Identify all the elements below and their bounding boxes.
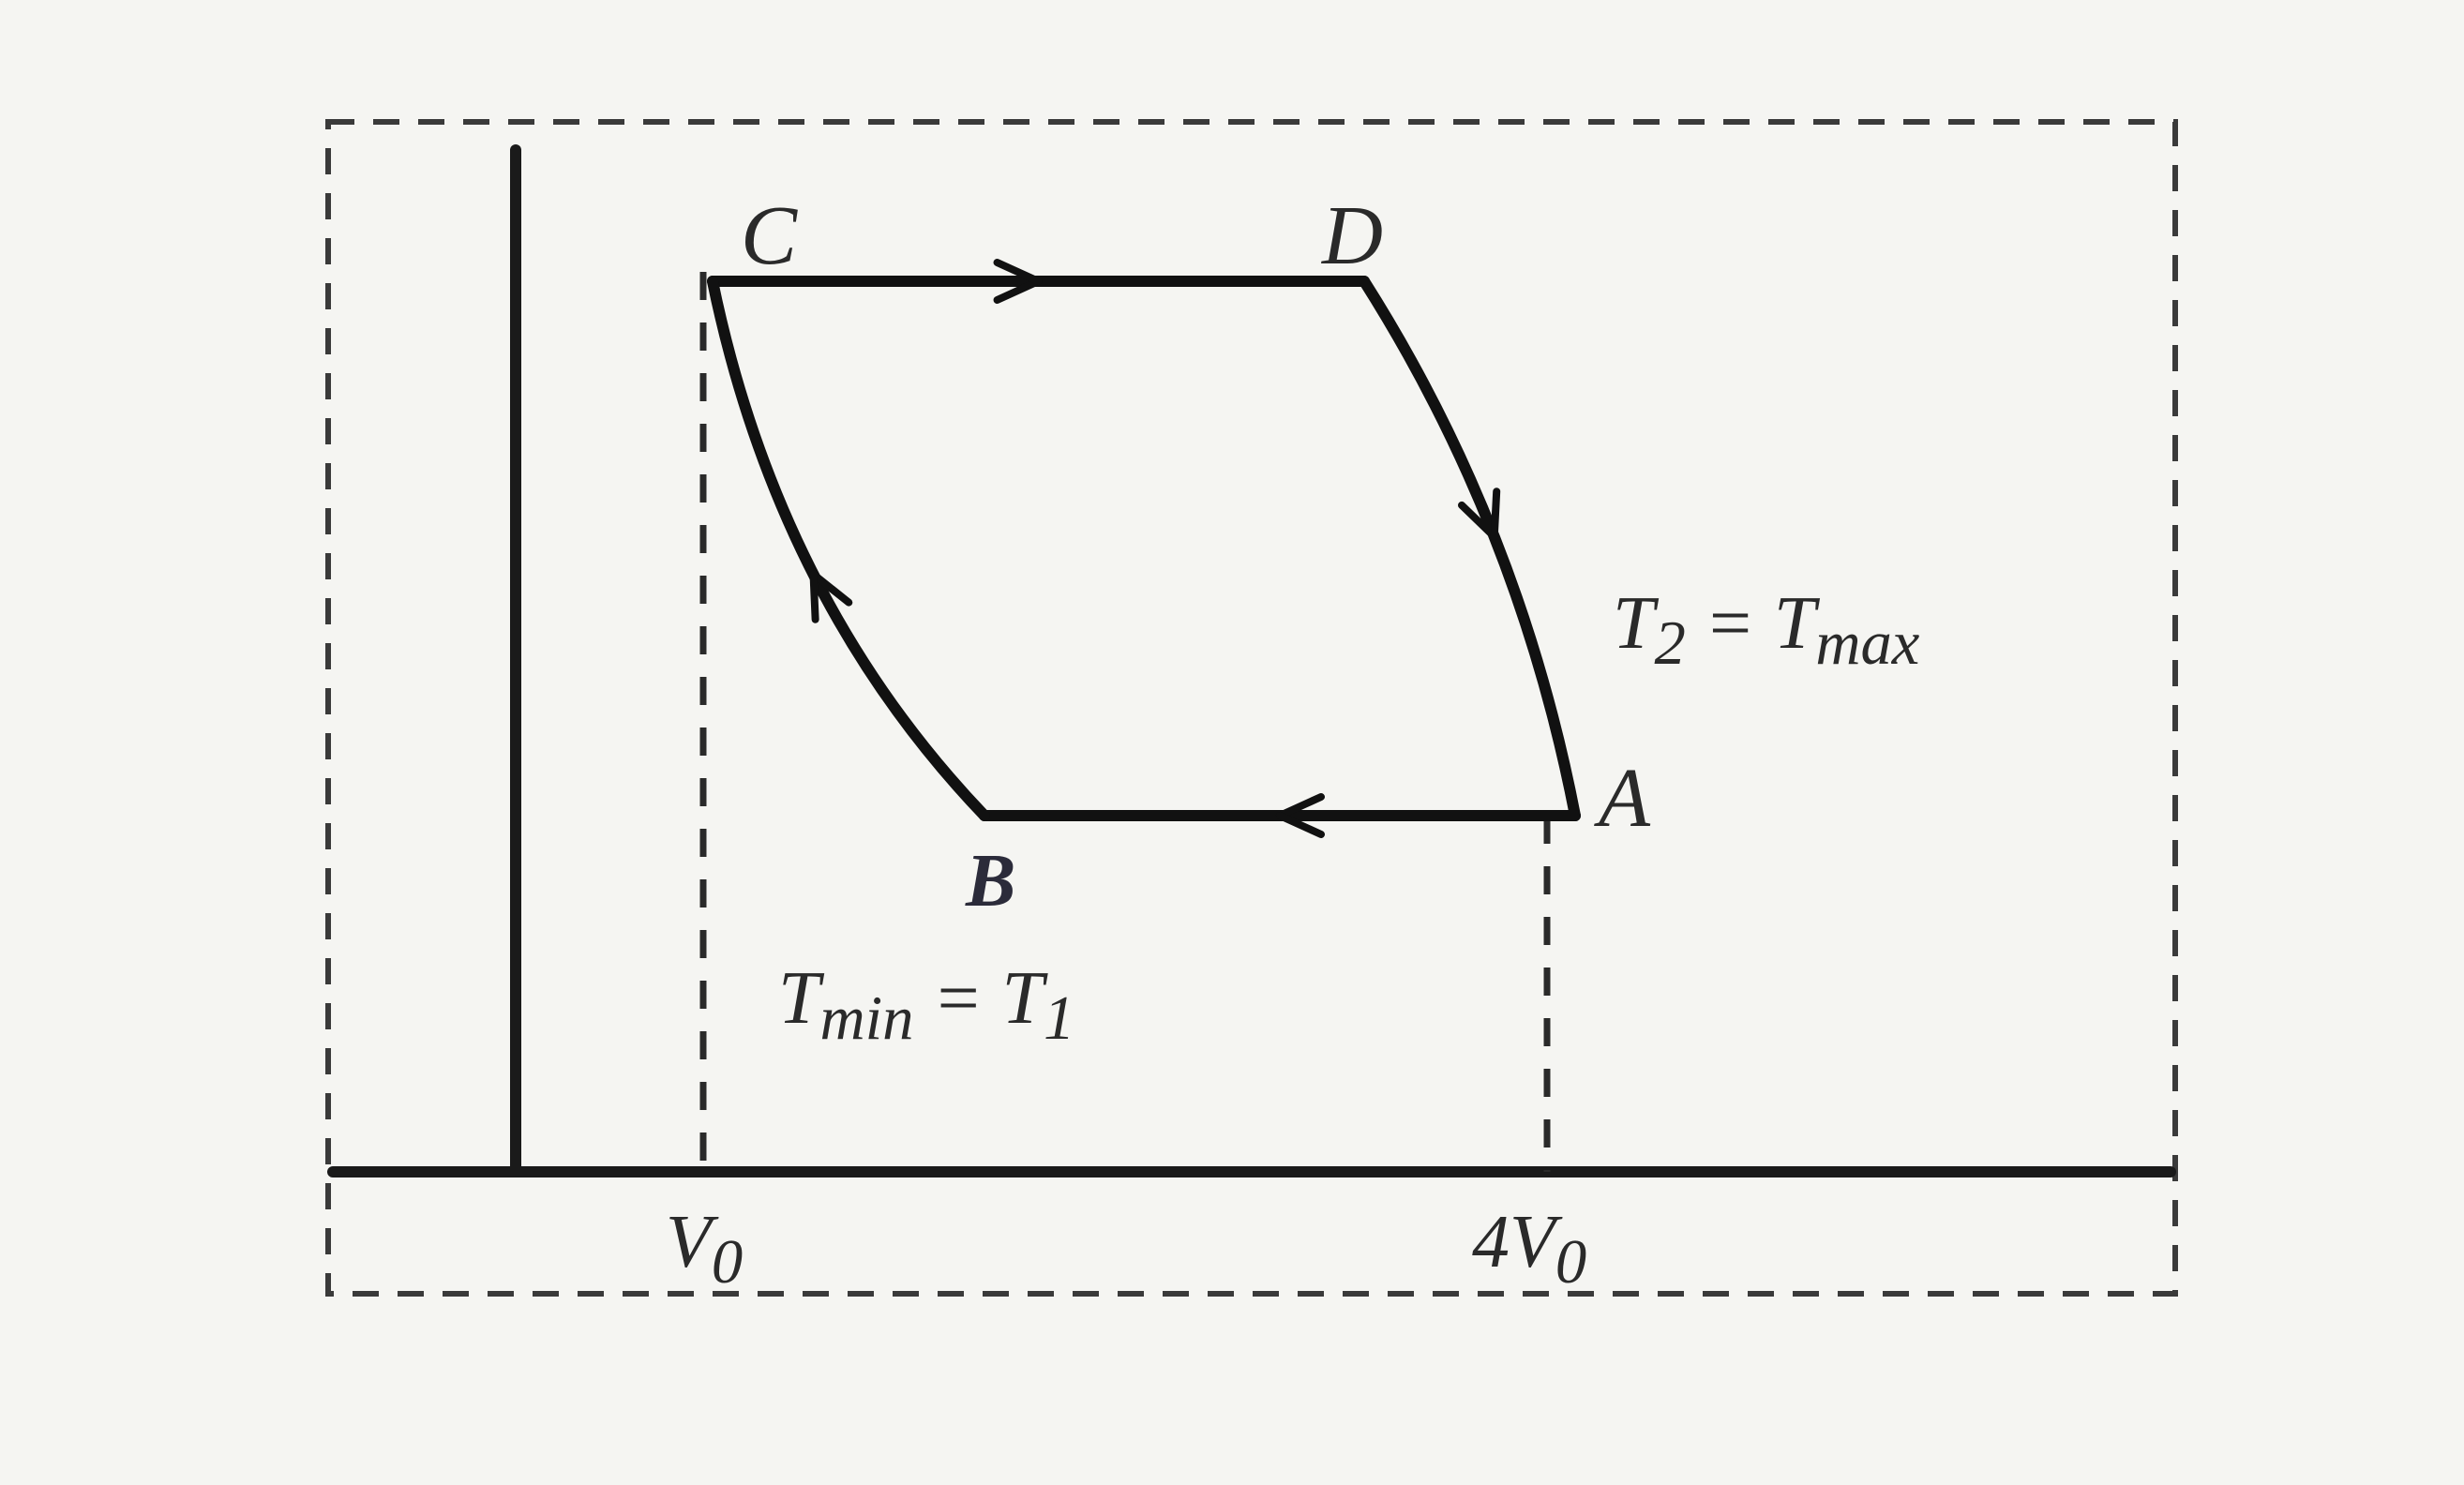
- label-C: C: [741, 188, 797, 284]
- label-T2: T2 = Tmax: [1613, 581, 1919, 680]
- label-D: D: [1322, 188, 1383, 284]
- label-4V0: 4V0: [1472, 1200, 1586, 1298]
- label-A: A: [1599, 750, 1650, 847]
- label-Tmin: Tmin = T1: [778, 956, 1074, 1055]
- diagram-container: C D A B V0 4V0 T2 = Tmax Tmin = T1: [0, 0, 2464, 1485]
- label-V0: V0: [666, 1200, 743, 1298]
- label-B: B: [966, 839, 1015, 924]
- pv-diagram-svg: [0, 0, 2464, 1485]
